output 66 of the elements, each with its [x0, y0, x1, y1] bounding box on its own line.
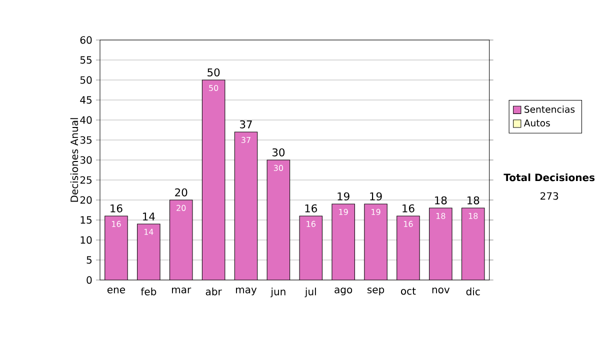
bar [137, 224, 160, 280]
y-tick-label: 10 [80, 236, 92, 244]
y-tick-label: 45 [80, 96, 92, 104]
text: Total Decisiones [504, 173, 595, 182]
total-label: 16 [305, 204, 317, 212]
data-label: 14 [144, 228, 154, 235]
x-tick-label: sep [367, 288, 384, 296]
y-tick-label: 55 [80, 56, 92, 64]
y-tick-label: 50 [80, 76, 92, 84]
data-label: 37 [242, 136, 250, 143]
x-tick-label: oct [401, 288, 416, 295]
x-tick-label: dic [466, 288, 480, 296]
total-label: 18 [467, 196, 480, 204]
y-tick-label: 30 [80, 156, 92, 164]
data-label: 16 [404, 220, 413, 227]
x-tick-label: jun [270, 288, 286, 298]
y-axis-title: Decisiones Anual [70, 118, 78, 202]
total-label: 14 [143, 212, 155, 220]
data-label: 18 [436, 212, 446, 219]
y-tick-label: 0 [86, 276, 92, 284]
total-label: 19 [370, 192, 382, 200]
y-tick-label: 60 [80, 36, 92, 44]
total-label: 30 [272, 148, 285, 156]
bar [461, 208, 485, 280]
bar [429, 208, 452, 280]
x-tick-label: jul [304, 288, 316, 298]
x-tick-label: mar [172, 288, 192, 294]
bar [300, 216, 322, 280]
total-label: 20 [175, 188, 188, 196]
bar [170, 200, 192, 280]
data-label: 19 [339, 208, 348, 215]
y-tick-label: 40 [80, 116, 92, 124]
x-tick-label: ago [334, 288, 352, 296]
legend-label: Autos [524, 120, 550, 126]
total-label: 37 [240, 120, 252, 128]
total-label: 16 [110, 204, 122, 212]
x-tick-label: may [236, 288, 257, 296]
x-tick-label: feb [140, 288, 156, 296]
data-label: 18 [468, 212, 478, 219]
data-label: 16 [112, 220, 121, 227]
bar [364, 204, 388, 280]
data-label: 20 [176, 204, 186, 211]
data-label: 50 [209, 84, 218, 91]
data-label: 19 [372, 208, 380, 215]
x-tick-label: ene [107, 288, 126, 294]
data-label: 16 [306, 220, 316, 227]
bar [267, 160, 290, 280]
bar [234, 132, 258, 280]
bar [202, 80, 225, 280]
y-tick-label: 35 [80, 136, 92, 144]
y-tick-label: 5 [86, 256, 92, 264]
y-tick-label: 15 [80, 216, 92, 224]
bar [104, 216, 128, 280]
x-tick-label: nov [432, 288, 450, 294]
total-label: 19 [338, 192, 350, 200]
total-label: 16 [402, 204, 414, 212]
legend-label: Sentencias [524, 106, 575, 113]
bar [396, 216, 420, 280]
bar [332, 204, 355, 280]
total-label: 18 [435, 196, 447, 204]
data-label: 30 [274, 164, 284, 171]
x-tick-label: abr [206, 288, 222, 296]
total-label: 50 [208, 68, 220, 76]
text: 273 [540, 192, 558, 200]
y-tick-label: 20 [80, 196, 92, 204]
y-tick-label: 25 [80, 176, 92, 184]
